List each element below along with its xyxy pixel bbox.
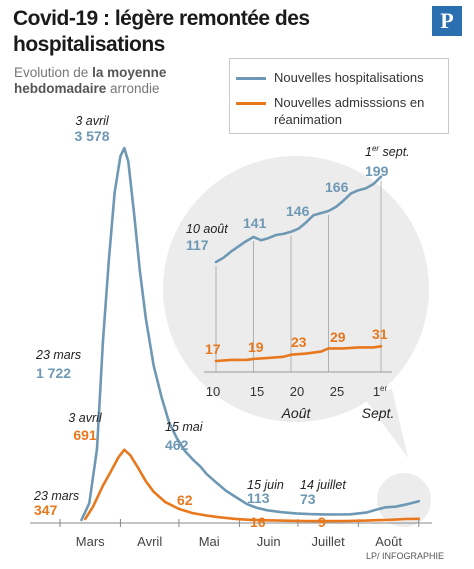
annotation-value: 16	[250, 514, 266, 530]
x-tick-label: Juillet	[312, 534, 346, 549]
inset-annotation-value: 31	[372, 326, 388, 342]
inset-annotation-value: 19	[248, 339, 264, 355]
inset-annotation-value: 199	[365, 163, 389, 179]
annotation-date: 14 juillet	[300, 478, 346, 492]
inset-x-tick-label: 10	[206, 384, 220, 399]
inset-x-tick-label: 20	[290, 384, 304, 399]
inset-highlight-circle	[377, 473, 431, 527]
inset-annotation-value: 17	[205, 341, 221, 357]
x-tick-label: Août	[375, 534, 402, 549]
inset-bubble	[163, 156, 429, 422]
legend-swatch-hosp	[236, 77, 266, 80]
inset-annotation-date: 1er sept.	[365, 144, 410, 159]
annotation-date: 23 mars	[35, 348, 81, 362]
credit: LP/ INFOGRAPHIE	[366, 551, 445, 561]
annotation-date: 23 mars	[33, 489, 79, 503]
inset-annotation-value: 141	[243, 215, 267, 231]
x-tick-label: Mai	[199, 534, 220, 549]
x-tick-label: Juin	[257, 534, 281, 549]
annotation-value: 9	[318, 514, 326, 530]
subtitle-suffix: arrondie	[106, 81, 160, 96]
annotation-date: 3 avril	[75, 114, 110, 128]
annotation-value: 1 722	[36, 365, 71, 381]
inset-series-line-hospitalisations	[214, 175, 383, 264]
inset-x-tick-label: 25	[330, 384, 344, 399]
legend: Nouvelles hospitalisations Nouvelles adm…	[229, 58, 449, 134]
annotation-value: 73	[300, 491, 316, 507]
subtitle-bold: la moyenne hebdomadaire	[14, 65, 167, 96]
chart-title: Covid-19 : légère remontée des hospitali…	[13, 7, 310, 56]
inset-axis-label-sept: Sept.	[362, 405, 395, 421]
legend-swatch-rea	[236, 102, 266, 105]
legend-item-hosp: Nouvelles hospitalisations	[236, 69, 444, 86]
annotation-date: 15 juin	[247, 478, 284, 492]
annotation-date: 15 mai	[165, 420, 204, 434]
annotation-value: 62	[177, 492, 193, 508]
annotation-value: 3 578	[74, 128, 109, 144]
inset-annotation-value: 166	[325, 179, 349, 195]
legend-label-hosp: Nouvelles hospitalisations	[274, 70, 424, 85]
inset-series-line-reanimation	[214, 344, 383, 363]
inset-annotation-value: 29	[330, 329, 346, 345]
annotation-value: 347	[34, 502, 58, 518]
inset-annotation-value: 23	[291, 334, 307, 350]
annotation-value: 462	[165, 437, 189, 453]
publisher-logo: P	[432, 6, 462, 36]
subtitle-prefix: Evolution de	[14, 65, 93, 80]
inset-x-tick-label: 15	[250, 384, 264, 399]
annotation-value: 691	[73, 427, 97, 443]
series-line-hospitalisations	[80, 146, 421, 522]
inset-annotation-date: 10 août	[186, 222, 228, 236]
annotation-date: 3 avril	[68, 411, 103, 425]
x-tick-label: Mars	[76, 534, 105, 549]
annotation-value: 113	[247, 490, 270, 506]
legend-label-rea: Nouvelles admisssions en réanimation	[274, 95, 425, 127]
legend-item-rea: Nouvelles admisssions en réanimation	[236, 94, 444, 128]
inset-annotation-value: 146	[286, 203, 310, 219]
inset-annotation-value: 117	[186, 237, 209, 253]
inset-pointer	[362, 389, 408, 458]
x-tick-label: Avril	[137, 534, 162, 549]
series-line-reanimation	[84, 448, 421, 523]
chart-subtitle: Evolution de la moyenne hebdomadaire arr…	[14, 65, 224, 97]
inset-axis-label-aout: Août	[281, 405, 312, 421]
